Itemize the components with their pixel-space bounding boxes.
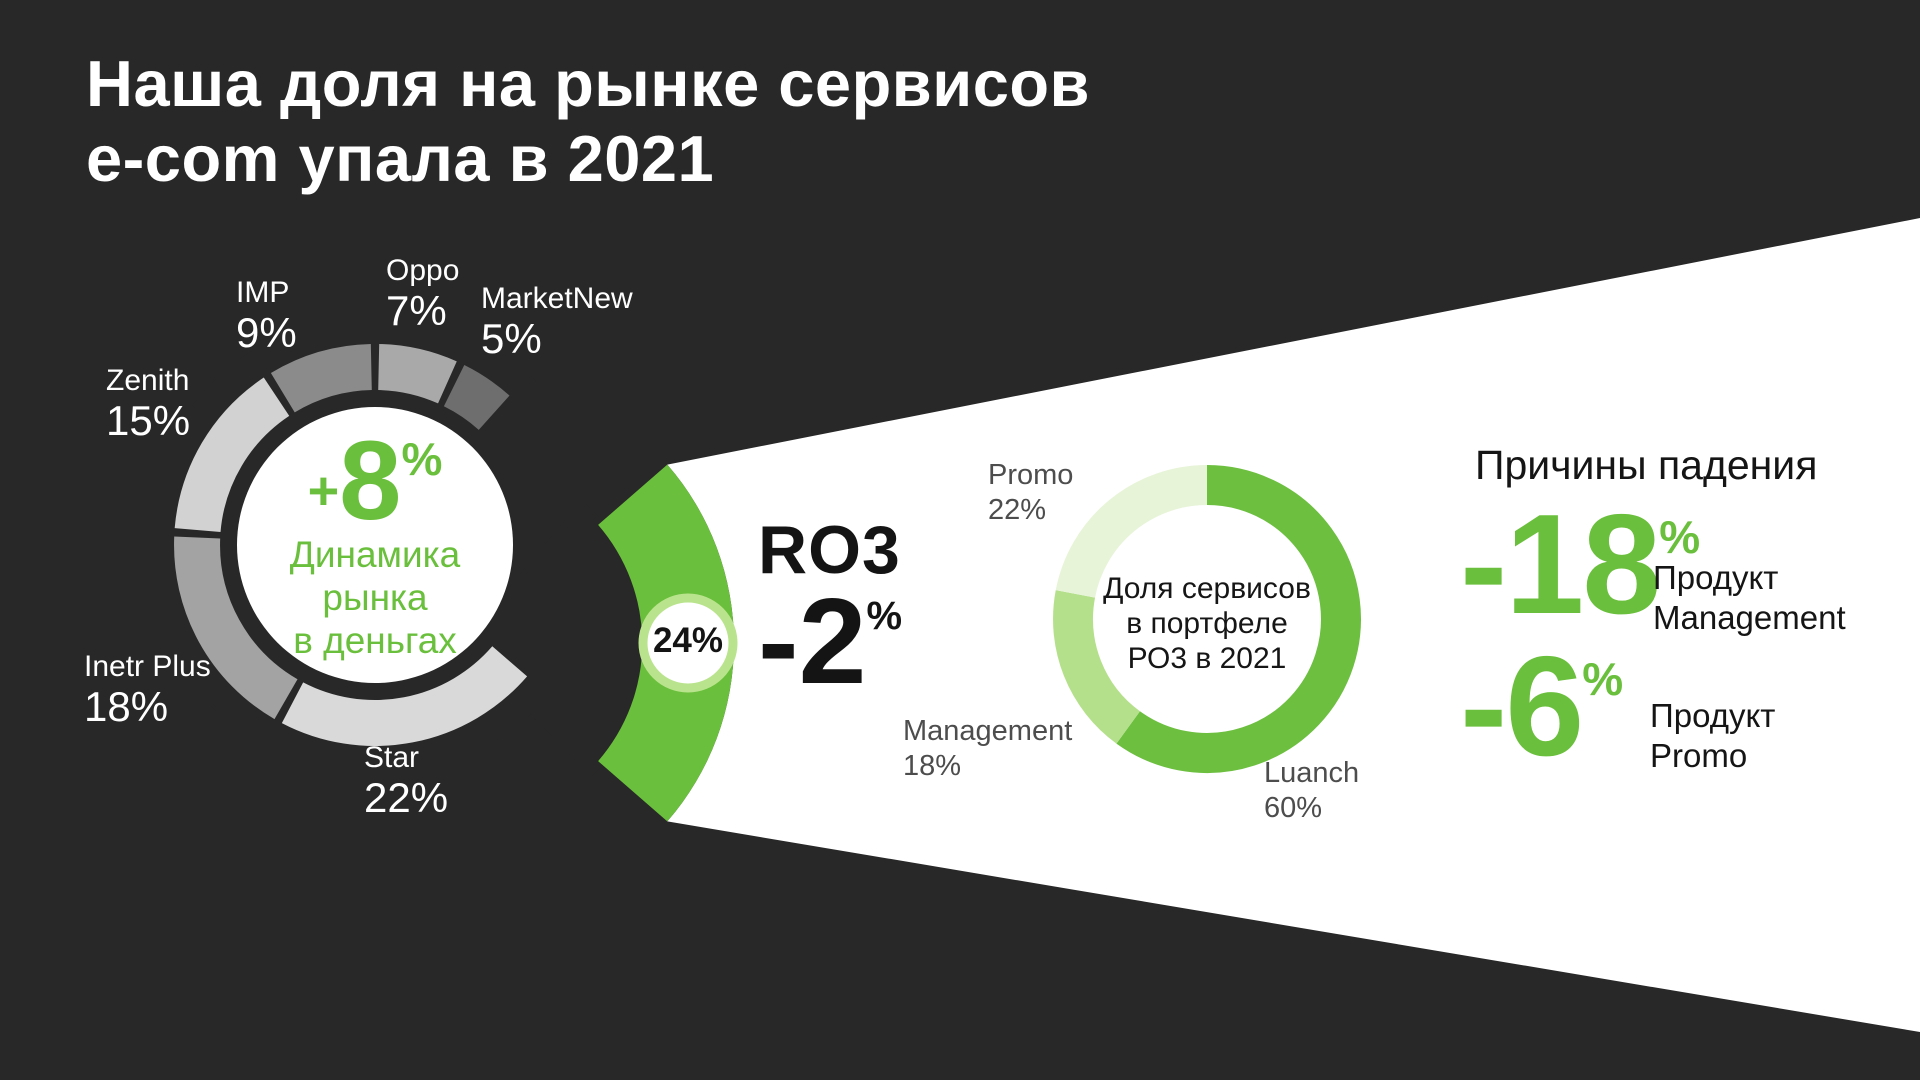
slide-title-line2: e-com упала в 2021 [86, 122, 715, 196]
ro3-callout: RO3 -2 % [758, 512, 903, 709]
badge-circle [638, 593, 738, 693]
segment-label-oppo: Oppo 7% [386, 254, 459, 335]
dynamics-value: 8 [339, 418, 402, 543]
portfolio-line2: в портфеле [1126, 606, 1288, 640]
segment-name: Star [364, 741, 420, 774]
reason-2-label: Продукт Promo [1650, 696, 1775, 775]
segment-label-star: Star 22% [364, 741, 448, 822]
segment-label-inetr-plus: Inetr Plus 18% [84, 650, 211, 731]
reason-1-label: Продукт Management [1653, 558, 1846, 637]
donut-segment-luanch [1116, 465, 1361, 773]
segment-value: 22% [988, 493, 1047, 526]
segment-value: 60% [1264, 791, 1323, 824]
percent-sign: % [1582, 653, 1624, 705]
slide-title: Наша доля на рынке сервисов e-com упала … [86, 46, 1090, 197]
portfolio-line3: РО3 в 2021 [1127, 641, 1287, 675]
slide-title-line1: Наша доля на рынке сервисов [86, 47, 1091, 120]
segment-name: Management [903, 715, 1073, 747]
dynamics-caption-line2: в деньгах [293, 620, 457, 662]
segment-label-promo: Promo 22% [988, 458, 1073, 528]
donut-segment-promo [1055, 465, 1208, 599]
segment-value: 22% [364, 774, 449, 821]
ro3-tag: RO3 [758, 512, 901, 588]
donut-segment-marketnew [443, 364, 510, 431]
donut-segment-management [1053, 590, 1141, 744]
market-dynamics-number: + 8 % [237, 418, 513, 543]
segment-name: Promo [988, 459, 1074, 491]
segment-label-imp: IMP 9% [236, 276, 297, 357]
segment-value: 7% [386, 287, 447, 334]
reason-2-number: -6 % [1460, 627, 1624, 786]
donut1-center-circle [237, 407, 513, 683]
reason-1-label-line1: Продукт [1653, 559, 1779, 596]
reason-1-number: -18 % [1460, 485, 1701, 644]
portfolio-line1: Доля сервисов [1103, 572, 1311, 605]
reason-1-label-line2: Management [1653, 598, 1846, 636]
percent-sign: % [401, 433, 443, 485]
donut-segment-oppo [377, 344, 457, 404]
badge-value: 24% [652, 621, 724, 660]
segment-value: 5% [481, 315, 542, 362]
segment-label-zenith: Zenith 15% [106, 364, 190, 445]
segment-name: MarketNew [481, 282, 633, 315]
reason-2-label-line2: Promo [1650, 736, 1748, 774]
donut-segment-imp [270, 344, 373, 413]
portfolio-annotation: Доля сервисов в портфеле РО3 в 2021 [1092, 572, 1322, 676]
segment-label-marketnew: MarketNew 5% [481, 282, 633, 363]
ro3-change: -2 % [758, 573, 903, 709]
segment-value: 9% [236, 309, 297, 356]
donut1-backing-wedge [462, 500, 648, 777]
portfolio-donut-segments [1053, 465, 1361, 773]
donut-segment-zenith [174, 377, 290, 533]
reason-2-label-line1: Продукт [1650, 697, 1776, 734]
market-share-donut-segments [174, 344, 528, 746]
dynamics-caption-line1: Динамика рынка [289, 534, 461, 619]
plus-sign: + [307, 461, 340, 521]
segment-value: 15% [106, 397, 191, 444]
segment-name: Oppo [386, 254, 460, 287]
segment-name: Zenith [106, 364, 190, 397]
reason-2-value: -6 [1460, 627, 1584, 786]
segment-label-luanch: Luanch 60% [1264, 756, 1359, 826]
reason-1-value: -18 [1460, 485, 1661, 644]
segment-name: Luanch [1264, 757, 1360, 789]
percent-sign: % [1659, 511, 1701, 563]
segment-name: IMP [236, 276, 290, 309]
segment-value: 18% [903, 749, 962, 782]
ro3-change-value: -2 [758, 573, 867, 709]
donut-segment-star [281, 645, 528, 746]
reasons-heading: Причины падения [1475, 442, 1818, 488]
donut2-center-circle [1112, 524, 1302, 714]
donut-segment-inetr-plus [174, 536, 298, 720]
segment-value: 18% [84, 683, 169, 730]
segment-label-management: Management 18% [903, 714, 1072, 784]
market-dynamics-annotation: + 8 % Динамика рынка в деньгах [237, 418, 513, 663]
percent-sign: % [866, 594, 903, 638]
segment-name: Inetr Plus [84, 650, 211, 683]
